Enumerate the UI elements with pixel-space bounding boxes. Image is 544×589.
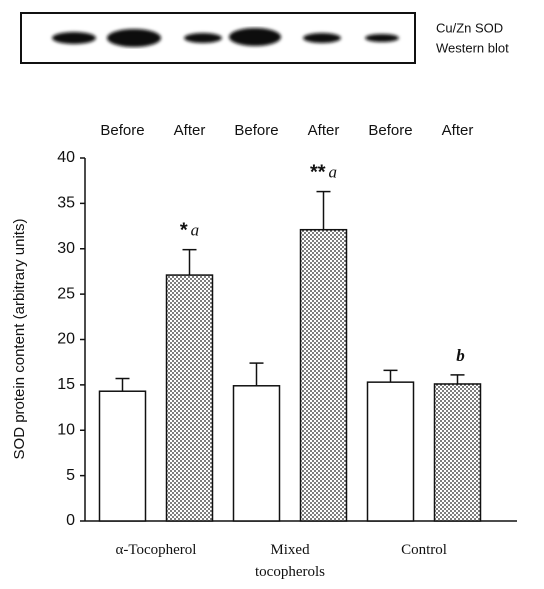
series-header: Before <box>368 122 412 139</box>
series-header: Before <box>100 122 144 139</box>
significance-label: *a <box>180 220 199 242</box>
y-tick-label: 5 <box>66 467 75 484</box>
y-tick-label: 40 <box>57 149 75 166</box>
series-header: After <box>442 122 474 139</box>
significance-label: b <box>456 346 465 365</box>
series-header: After <box>308 122 340 139</box>
y-tick-label: 25 <box>57 285 75 302</box>
x-tick-label: α-Tocopherol <box>104 539 208 561</box>
western-blot <box>21 13 415 63</box>
y-tick-label: 10 <box>57 421 75 438</box>
bar <box>301 230 347 521</box>
bar <box>234 386 280 521</box>
significance-letter: a <box>191 221 200 240</box>
y-tick-label: 20 <box>57 331 75 348</box>
significance-stars: * <box>180 220 188 242</box>
significance-stars: ** <box>310 162 326 184</box>
bar <box>100 391 146 521</box>
blot-label: Cu/Zn SOD <box>436 20 503 35</box>
significance-label: **a <box>310 162 337 184</box>
bar <box>167 275 213 521</box>
significance-letter: a <box>329 162 338 181</box>
y-tick-label: 15 <box>57 376 75 393</box>
x-tick-label: Mixed tocopherols <box>238 539 342 583</box>
page: Cu/Zn SOD Western blot SOD protein conte… <box>0 0 544 589</box>
series-header: Before <box>234 122 278 139</box>
significance-letter: b <box>456 346 465 365</box>
series-header: After <box>174 122 206 139</box>
chart: Cu/Zn SOD Western blot SOD protein conte… <box>0 0 544 589</box>
y-tick-label: 30 <box>57 240 75 257</box>
y-tick-label: 35 <box>57 195 75 212</box>
y-tick-label: 0 <box>66 512 75 529</box>
x-tick-label: Control <box>372 539 476 561</box>
y-axis-label: SOD protein content (arbitrary units) <box>11 219 28 460</box>
blot-label: Western blot <box>436 40 509 55</box>
bar <box>368 382 414 521</box>
bar <box>435 384 481 521</box>
